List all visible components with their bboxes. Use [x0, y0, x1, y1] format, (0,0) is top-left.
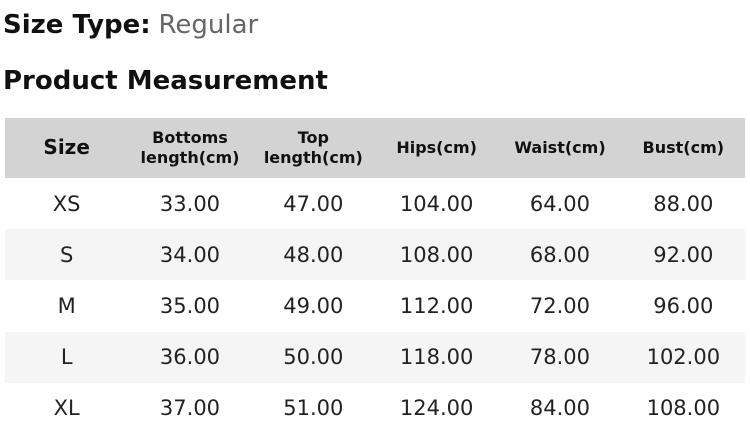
size-type-value: Regular [158, 10, 259, 40]
bottoms-length-cell: 33.00 [159, 191, 221, 216]
top-length-cell: 50.00 [283, 345, 344, 370]
section-title: Product Measurement [3, 66, 328, 96]
hips-cell: 108.00 [399, 242, 474, 267]
size-cell: S [59, 242, 74, 267]
size-cell: XL [53, 396, 80, 421]
top-length-cell: 47.00 [283, 191, 344, 216]
hips-cell: 112.00 [399, 293, 474, 318]
waist-cell: 84.00 [529, 396, 591, 421]
top-length-cell: 48.00 [283, 242, 344, 267]
waist-cell: 78.00 [529, 345, 591, 370]
table-row-l: L 36.00 50.00 118.00 78.00 102.00 [5, 331, 745, 383]
waist-cell: 72.00 [529, 293, 591, 318]
hips-cell: 124.00 [399, 396, 474, 421]
bust-cell: 102.00 [646, 345, 721, 370]
table-row-xs: XS 33.00 47.00 104.00 64.00 88.00 [5, 178, 745, 230]
hips-cell: 104.00 [399, 191, 474, 216]
waist-cell: 68.00 [529, 242, 591, 267]
column-header-top-length: Top length(cm) [263, 127, 363, 167]
column-header-bottoms-length: Bottoms length(cm) [140, 127, 240, 167]
measurement-table: Size Bottoms length(cm) Top length(cm) H… [5, 118, 745, 434]
size-type-line: Size Type: Regular [3, 10, 258, 41]
table-row-xl: XL 37.00 51.00 124.00 84.00 108.00 [5, 382, 745, 434]
size-cell: M [57, 293, 76, 318]
column-header-bust: Bust(cm) [642, 137, 725, 157]
bust-cell: 92.00 [653, 242, 714, 267]
top-length-cell: 49.00 [283, 293, 344, 318]
size-type-label: Size Type: [3, 10, 151, 40]
bottoms-length-cell: 37.00 [159, 396, 221, 421]
hips-cell: 118.00 [399, 345, 474, 370]
table-row-m: M 35.00 49.00 112.00 72.00 96.00 [5, 280, 745, 332]
table-row-s: S 34.00 48.00 108.00 68.00 92.00 [5, 229, 745, 281]
bust-cell: 96.00 [653, 293, 714, 318]
bottoms-length-cell: 35.00 [159, 293, 221, 318]
size-cell: XS [52, 191, 81, 216]
column-header-waist: Waist(cm) [514, 137, 606, 157]
bottoms-length-cell: 36.00 [159, 345, 221, 370]
table-header-row: Size Bottoms length(cm) Top length(cm) H… [5, 118, 745, 178]
bottoms-length-cell: 34.00 [159, 242, 221, 267]
size-cell: L [60, 345, 73, 370]
waist-cell: 64.00 [529, 191, 591, 216]
top-length-cell: 51.00 [283, 396, 344, 421]
column-header-size: Size [43, 135, 90, 160]
bust-cell: 108.00 [646, 396, 721, 421]
column-header-hips: Hips(cm) [396, 137, 477, 157]
bust-cell: 88.00 [653, 191, 714, 216]
